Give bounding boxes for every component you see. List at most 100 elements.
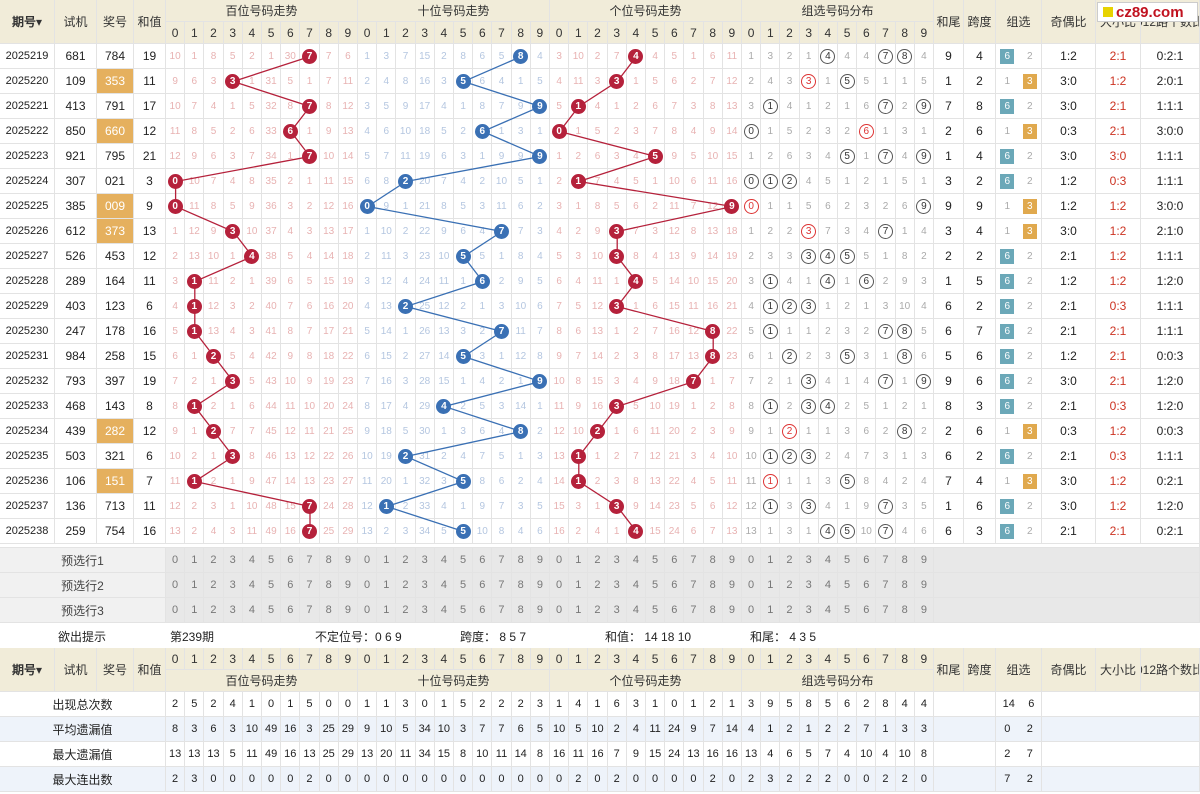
preselect-3-2-1[interactable]: 1 — [569, 598, 589, 623]
preselect-2-1-8[interactable]: 8 — [511, 573, 531, 598]
preselect-3-1-6[interactable]: 6 — [473, 598, 493, 623]
preselect-1-3-8[interactable]: 8 — [895, 548, 915, 573]
preselect-2-2-9[interactable]: 9 — [722, 573, 742, 598]
preselect-2-1-2[interactable]: 2 — [396, 573, 416, 598]
preselect-1-2-0[interactable]: 0 — [550, 548, 570, 573]
preselect-3-3-8[interactable]: 8 — [895, 598, 915, 623]
preselect-1-0-2[interactable]: 2 — [204, 548, 224, 573]
preselect-1-0-5[interactable]: 5 — [262, 548, 282, 573]
preselect-3-1-2[interactable]: 2 — [396, 598, 416, 623]
preselect-2-0-9[interactable]: 9 — [338, 573, 358, 598]
preselect-2-0-3[interactable]: 3 — [223, 573, 243, 598]
preselect-3-3-4[interactable]: 4 — [818, 598, 838, 623]
preselect-3-0-2[interactable]: 2 — [204, 598, 224, 623]
preselect-1-1-5[interactable]: 5 — [454, 548, 474, 573]
preselect-3-0-6[interactable]: 6 — [281, 598, 301, 623]
preselect-2-2-7[interactable]: 7 — [684, 573, 704, 598]
preselect-3-2-5[interactable]: 5 — [646, 598, 666, 623]
preselect-1-1-6[interactable]: 6 — [473, 548, 493, 573]
preselect-3-0-3[interactable]: 3 — [223, 598, 243, 623]
preselect-1-1-1[interactable]: 1 — [377, 548, 397, 573]
preselect-1-1-2[interactable]: 2 — [396, 548, 416, 573]
preselect-3-1-3[interactable]: 3 — [415, 598, 435, 623]
preselect-1-3-5[interactable]: 5 — [838, 548, 858, 573]
preselect-1-3-4[interactable]: 4 — [818, 548, 838, 573]
preselect-2-0-4[interactable]: 4 — [242, 573, 262, 598]
preselect-3-3-1[interactable]: 1 — [761, 598, 781, 623]
preselect-1-2-2[interactable]: 2 — [588, 548, 608, 573]
preselect-2-1-4[interactable]: 4 — [434, 573, 454, 598]
preselect-1-3-1[interactable]: 1 — [761, 548, 781, 573]
preselect-3-3-6[interactable]: 6 — [857, 598, 877, 623]
preselect-3-1-4[interactable]: 4 — [434, 598, 454, 623]
preselect-2-2-1[interactable]: 1 — [569, 573, 589, 598]
preselect-3-1-8[interactable]: 8 — [511, 598, 531, 623]
preselect-3-0-7[interactable]: 7 — [300, 598, 320, 623]
preselect-1-2-9[interactable]: 9 — [722, 548, 742, 573]
preselect-3-3-0[interactable]: 0 — [742, 598, 762, 623]
preselect-3-1-0[interactable]: 0 — [358, 598, 378, 623]
preselect-1-0-1[interactable]: 1 — [185, 548, 205, 573]
preselect-1-1-3[interactable]: 3 — [415, 548, 435, 573]
preselect-2-0-0[interactable]: 0 — [166, 573, 186, 598]
preselect-1-2-7[interactable]: 7 — [684, 548, 704, 573]
preselect-1-2-1[interactable]: 1 — [569, 548, 589, 573]
preselect-3-0-8[interactable]: 8 — [319, 598, 339, 623]
preselect-3-3-9[interactable]: 9 — [914, 598, 934, 623]
preselect-3-1-1[interactable]: 1 — [377, 598, 397, 623]
preselect-3-2-2[interactable]: 2 — [588, 598, 608, 623]
preselect-3-1-5[interactable]: 5 — [454, 598, 474, 623]
preselect-3-3-7[interactable]: 7 — [876, 598, 896, 623]
preselect-2-1-3[interactable]: 3 — [415, 573, 435, 598]
preselect-2-2-4[interactable]: 4 — [626, 573, 646, 598]
preselect-2-3-3[interactable]: 3 — [799, 573, 819, 598]
preselect-3-2-8[interactable]: 8 — [703, 598, 723, 623]
preselect-1-2-4[interactable]: 4 — [626, 548, 646, 573]
preselect-3-2-7[interactable]: 7 — [684, 598, 704, 623]
preselect-3-0-4[interactable]: 4 — [242, 598, 262, 623]
preselect-1-3-3[interactable]: 3 — [799, 548, 819, 573]
preselect-3-2-0[interactable]: 0 — [550, 598, 570, 623]
preselect-2-2-2[interactable]: 2 — [588, 573, 608, 598]
preselect-1-0-3[interactable]: 3 — [223, 548, 243, 573]
preselect-2-3-2[interactable]: 2 — [780, 573, 800, 598]
preselect-1-2-5[interactable]: 5 — [646, 548, 666, 573]
preselect-1-1-9[interactable]: 9 — [530, 548, 550, 573]
preselect-3-2-6[interactable]: 6 — [665, 598, 685, 623]
preselect-1-1-4[interactable]: 4 — [434, 548, 454, 573]
preselect-2-1-0[interactable]: 0 — [358, 573, 378, 598]
preselect-2-0-5[interactable]: 5 — [262, 573, 282, 598]
preselect-3-0-0[interactable]: 0 — [166, 598, 186, 623]
preselect-2-0-6[interactable]: 6 — [281, 573, 301, 598]
preselect-3-2-9[interactable]: 9 — [722, 598, 742, 623]
preselect-1-3-7[interactable]: 7 — [876, 548, 896, 573]
preselect-2-1-1[interactable]: 1 — [377, 573, 397, 598]
preselect-2-1-6[interactable]: 6 — [473, 573, 493, 598]
preselect-2-3-8[interactable]: 8 — [895, 573, 915, 598]
preselect-1-3-9[interactable]: 9 — [914, 548, 934, 573]
preselect-1-0-4[interactable]: 4 — [242, 548, 262, 573]
preselect-2-3-5[interactable]: 5 — [838, 573, 858, 598]
preselect-2-0-1[interactable]: 1 — [185, 573, 205, 598]
preselect-2-2-0[interactable]: 0 — [550, 573, 570, 598]
preselect-2-3-9[interactable]: 9 — [914, 573, 934, 598]
preselect-2-3-0[interactable]: 0 — [742, 573, 762, 598]
preselect-2-2-6[interactable]: 6 — [665, 573, 685, 598]
preselect-1-0-7[interactable]: 7 — [300, 548, 320, 573]
preselect-1-2-8[interactable]: 8 — [703, 548, 723, 573]
preselect-2-0-8[interactable]: 8 — [319, 573, 339, 598]
preselect-1-3-2[interactable]: 2 — [780, 548, 800, 573]
preselect-1-0-0[interactable]: 0 — [166, 548, 186, 573]
preselect-3-1-7[interactable]: 7 — [492, 598, 512, 623]
preselect-1-0-8[interactable]: 8 — [319, 548, 339, 573]
preselect-2-2-3[interactable]: 3 — [607, 573, 627, 598]
preselect-1-1-8[interactable]: 8 — [511, 548, 531, 573]
preselect-3-1-9[interactable]: 9 — [530, 598, 550, 623]
preselect-3-2-4[interactable]: 4 — [626, 598, 646, 623]
preselect-2-0-7[interactable]: 7 — [300, 573, 320, 598]
preselect-1-3-0[interactable]: 0 — [742, 548, 762, 573]
preselect-3-0-5[interactable]: 5 — [262, 598, 282, 623]
preselect-1-1-7[interactable]: 7 — [492, 548, 512, 573]
preselect-1-0-9[interactable]: 9 — [338, 548, 358, 573]
preselect-3-2-3[interactable]: 3 — [607, 598, 627, 623]
